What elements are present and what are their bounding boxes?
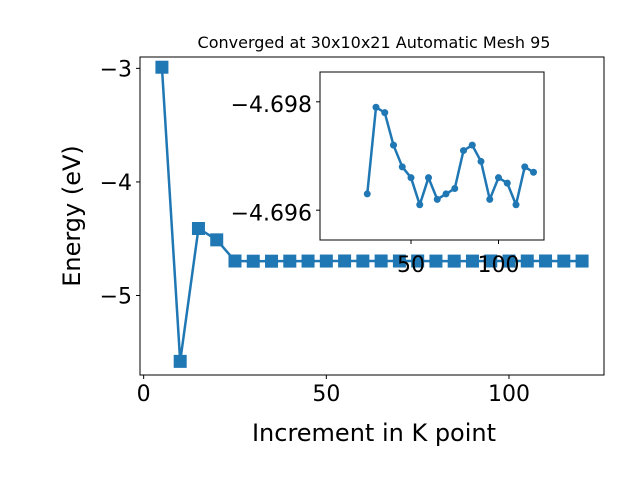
inset-data-point [495,174,502,182]
main-data-point [411,254,425,268]
inset-x-tick-label: 100 [478,253,520,278]
main-data-point [265,254,279,268]
inset-data-point [468,141,476,149]
inset-y-tick-label: −4.698 [231,93,312,118]
inset-data-point [381,109,389,117]
main-data-point [228,254,242,268]
main-ticks: 0 50 100 −5 −4 −3 [100,57,530,407]
inset-y-tick-label: −4.696 [231,201,312,226]
chart-title: Converged at 30x10x21 Automatic Mesh 95 [198,33,551,52]
main-y-tick-label: −4 [100,171,132,196]
main-data-point [484,254,498,268]
main-data-point [392,254,406,268]
main-data-point [191,221,205,235]
x-axis-label: Increment in K point [252,419,496,447]
inset-data-point [521,163,529,171]
inset-plot-area [320,72,544,240]
main-x-tick-label: 0 [137,382,151,407]
inset-data-point [425,174,432,182]
main-x-tick-label: 100 [488,382,530,407]
inset-data-point [442,190,450,198]
main-data-point [520,254,534,268]
inset-data-point [363,190,371,198]
main-y-tick-label: −3 [100,57,132,82]
inset-data-point [416,201,424,209]
main-data-point [173,354,187,368]
main-data-point [319,254,333,268]
main-data-point [465,254,479,268]
main-data-point [155,60,169,74]
main-data-point [356,254,370,268]
inset-data-point [503,179,511,187]
inset-data-point [433,195,441,203]
main-data-point [301,254,315,268]
main-data-point [283,254,297,268]
inset-data-point [512,201,520,209]
y-axis-label: Energy (eV) [58,145,86,287]
inset-data-point [390,141,397,149]
inset-x-tick-label: 50 [397,253,425,278]
inset-data-point [530,168,537,176]
main-data-point [502,254,516,268]
main-data-point [246,254,260,268]
main-data-point [447,254,461,268]
inset-data-point [372,103,380,111]
main-axes-frame [139,56,605,376]
main-series [155,60,589,368]
main-y-tick-label: −5 [100,284,132,309]
inset-series [363,103,537,209]
main-data-point [429,254,443,268]
inset-data-point [398,163,406,171]
inset-axes: 50 100 −4.698 −4.696 [231,71,545,278]
main-x-tick-label: 50 [312,382,340,407]
inset-data-point [486,195,494,203]
main-data-point [575,254,589,268]
inset-data-point [460,147,467,155]
main-data-point [210,233,224,247]
main-data-point [374,254,388,268]
main-data-point [539,254,553,268]
inset-axes-frame [319,71,545,241]
main-data-point [338,254,352,268]
inset-ticks: 50 100 −4.698 −4.696 [231,93,520,278]
inset-data-point [451,185,459,193]
inset-data-point [477,157,485,165]
main-data-point [557,254,571,268]
inset-data-point [407,174,415,182]
